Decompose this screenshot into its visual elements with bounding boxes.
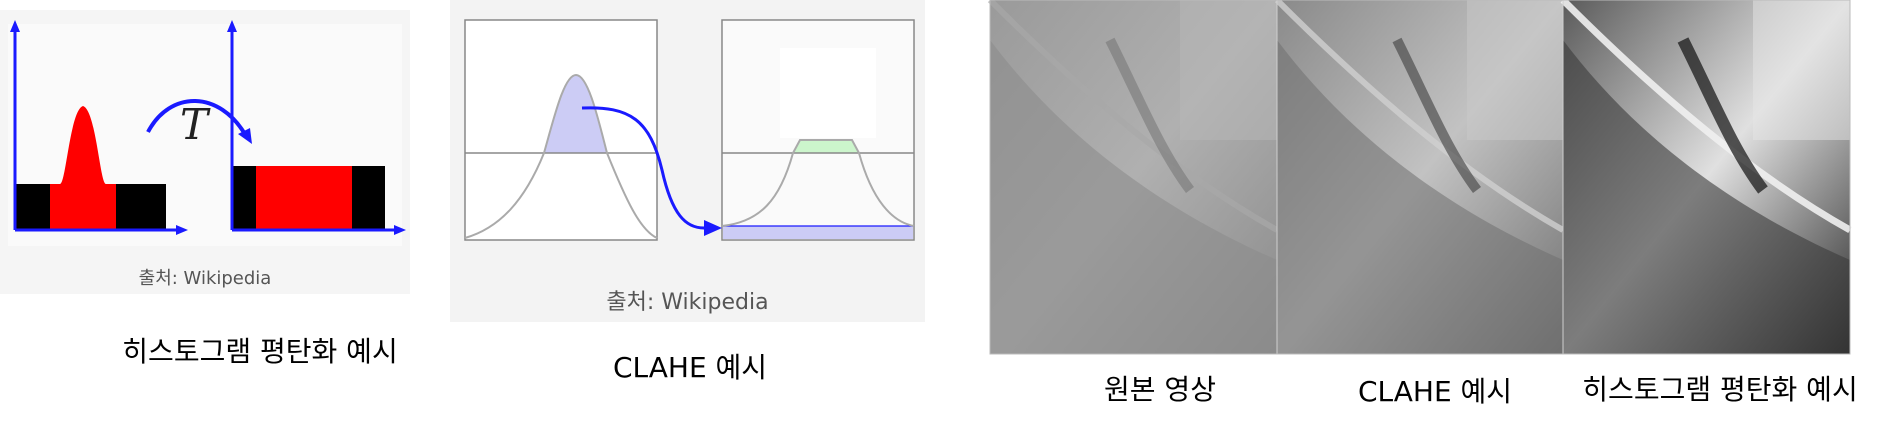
transform-arrow-arc: [146, 99, 248, 137]
right-y-arrow: [227, 20, 237, 32]
histogram-eq-caption: 히스토그램 평탄화 예시: [122, 335, 398, 368]
input-histogram-red: [50, 184, 116, 230]
photo-clahe: [1274, 0, 1565, 354]
clahe-right-curve: [721, 139, 915, 227]
photo-caption-clahe: CLAHE 예시: [1357, 375, 1513, 408]
histogram-eq-diagram: [8, 20, 406, 246]
transform-arrow-head: [238, 128, 252, 144]
clahe-redistribution-arrowhead: [704, 220, 722, 236]
output-histogram-red: [256, 166, 352, 230]
clahe-caption: CLAHE 예시: [612, 351, 768, 384]
clahe-excess-area: [544, 75, 607, 153]
clahe-clip-top-fill: [793, 140, 859, 153]
transform-symbol: T: [180, 100, 209, 149]
clahe-diagram: [464, 19, 915, 241]
clahe-credit: 출처: Wikipedia: [606, 290, 769, 315]
clahe-left-curve: [464, 73, 658, 239]
left-x-arrow: [176, 225, 188, 235]
right-x-arrow: [394, 225, 406, 235]
photo-original: [987, 0, 1279, 354]
photo-strip: [987, 0, 1852, 355]
clahe-redistributed-fill: [723, 226, 913, 239]
left-y-arrow: [10, 20, 20, 32]
photo-histogram-eq: [1560, 0, 1852, 354]
histogram-eq-credit: 출처: Wikipedia: [138, 268, 272, 289]
photo-strip-border: [989, 0, 1851, 355]
photo-caption-histogram-eq: 히스토그램 평탄화 예시: [1582, 373, 1858, 406]
clahe-right-blank: [780, 48, 876, 138]
clahe-redistribution-arrow: [581, 106, 705, 230]
photo-caption-original: 원본 영상: [1104, 373, 1216, 406]
